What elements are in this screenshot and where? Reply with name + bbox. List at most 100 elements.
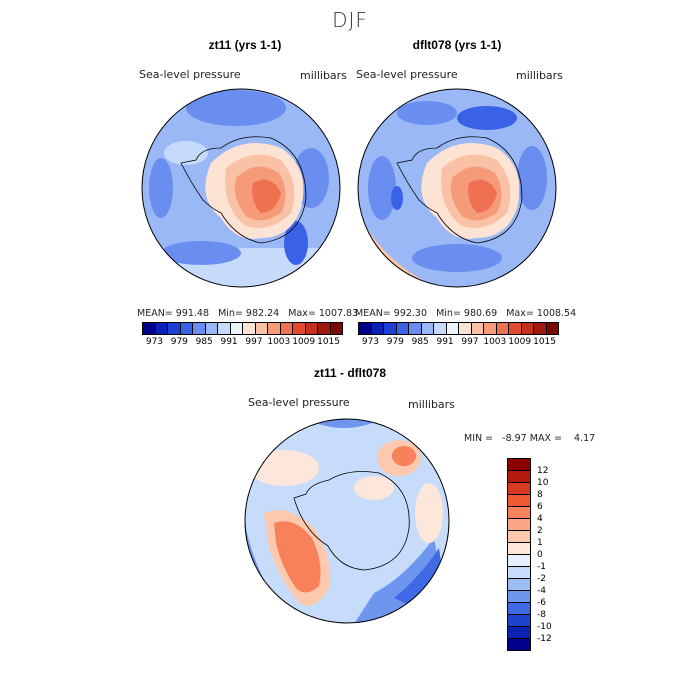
colorbar-swatch [421,323,434,334]
colorbar-swatch [446,323,459,334]
diff-colorbar-label: 1 [537,538,543,548]
season-title: DJF [332,8,368,32]
panel1-units: millibars [300,69,347,82]
diff-colorbar-label: -2 [537,574,546,584]
colorbar-swatch [371,323,384,334]
colorbar-tick-label: 1009 [508,337,532,347]
colorbar-swatch [143,323,156,334]
colorbar-tick-label: 991 [436,337,454,347]
diff-title: zt11 - dflt078 [313,366,387,380]
colorbar-swatch [293,323,306,334]
colorbar-swatch [255,323,268,334]
diff-colorbar-swatch [508,567,530,579]
panel2-max: Max= 1008.54 [506,308,577,319]
colorbar-swatch [168,323,181,334]
diff-colorbar-label: 12 [537,466,549,476]
panel2-units: millibars [516,69,563,82]
panel2-stats: MEAN= 992.30 Min= 980.69 Max= 1008.54 [355,308,576,319]
colorbar-tick-label: 1015 [533,337,557,347]
colorbar-tick-label: 991 [220,337,238,347]
colorbar-tick-label: 979 [386,337,404,347]
colorbar-tick-label: 1003 [267,337,291,347]
colorbar-tick-label: 973 [145,337,164,347]
panel1-min: Min= 982.24 [218,308,280,319]
diff-colorbar-swatch [508,603,530,615]
diff-variable: Sea-level pressure [248,396,350,409]
diff-colorbar-label: -6 [537,598,546,608]
panel1-mean: MEAN= 991.48 [137,308,210,319]
colorbar-tick-label: 997 [245,337,263,347]
colorbar-tick-label: 1009 [292,337,316,347]
diff-colorbar-swatch [508,543,530,555]
colorbar-swatch [193,323,206,334]
diff-colorbar-label: 2 [537,526,543,536]
panel2-variable: Sea-level pressure [356,68,458,81]
colorbar-swatch [359,323,372,334]
colorbar-swatch [330,323,342,334]
colorbar-swatch [280,323,293,334]
colorbar-tick-label: 1003 [483,337,507,347]
diff-colorbar-label: 6 [537,502,543,512]
colorbar-swatch [484,323,497,334]
colorbar-swatch [509,323,522,334]
colorbar-tick-label: 1015 [317,337,341,347]
colorbar-swatch [434,323,447,334]
diff-colorbar-swatch [508,639,530,650]
diff-colorbar-swatch [508,555,530,567]
diff-colorbar-swatch [508,459,530,471]
colorbar-swatch [496,323,509,334]
panel2-polar-map [357,88,557,288]
diff-colorbar-swatch [508,627,530,639]
diff-colorbar-label: -1 [537,562,546,572]
colorbar-swatch [205,323,218,334]
colorbar-swatch [471,323,484,334]
panel1-colorbar [142,322,343,335]
panel1-polar-map [141,88,341,288]
colorbar-swatch [243,323,256,334]
colorbar-swatch [459,323,472,334]
diff-colorbar-swatch [508,615,530,627]
diff-colorbar-label: 8 [537,490,543,500]
panel1-max: Max= 1007.83 [288,308,359,319]
colorbar-swatch [318,323,331,334]
diff-colorbar-swatch [508,483,530,495]
diff-colorbar-label: -12 [537,634,552,644]
colorbar-swatch [268,323,281,334]
diff-colorbar-label: 4 [537,514,543,524]
panel2-mean: MEAN= 992.30 [355,308,428,319]
diff-colorbar-swatch [508,579,530,591]
diff-colorbar-label: 0 [537,550,543,560]
diff-colorbar [507,458,531,651]
diff-colorbar-label: 10 [537,478,549,488]
diff-colorbar-label: -8 [537,610,546,620]
panel1-variable: Sea-level pressure [139,68,241,81]
panel2-title: dflt078 (yrs 1-1) [412,38,502,52]
colorbar-swatch [218,323,231,334]
colorbar-tick-label: 979 [170,337,188,347]
panel2-min: Min= 980.69 [436,308,498,319]
diff-colorbar-label: -10 [537,622,552,632]
colorbar-swatch [534,323,547,334]
colorbar-swatch [521,323,534,334]
diff-colorbar-swatch [508,519,530,531]
panel1-stats: MEAN= 991.48 Min= 982.24 Max= 1007.83 [137,308,358,319]
colorbar-swatch [230,323,243,334]
colorbar-swatch [396,323,409,334]
colorbar-tick-label: 973 [361,337,380,347]
panel1-title: zt11 (yrs 1-1) [208,38,282,52]
colorbar-swatch [155,323,168,334]
colorbar-swatch [384,323,397,334]
diff-colorbar-swatch [508,507,530,519]
diff-minmax: MIN = -8.97 MAX = 4.17 [464,433,596,444]
colorbar-tick-label: 985 [195,337,213,347]
diff-colorbar-swatch [508,495,530,507]
colorbar-tick-label: 985 [411,337,429,347]
colorbar-swatch [305,323,318,334]
colorbar-swatch [546,323,558,334]
diff-polar-map [244,418,450,624]
diff-colorbar-label: -4 [537,586,546,596]
diff-colorbar-swatch [508,591,530,603]
diff-units: millibars [408,398,455,411]
colorbar-tick-label: 997 [461,337,479,347]
diff-colorbar-swatch [508,471,530,483]
